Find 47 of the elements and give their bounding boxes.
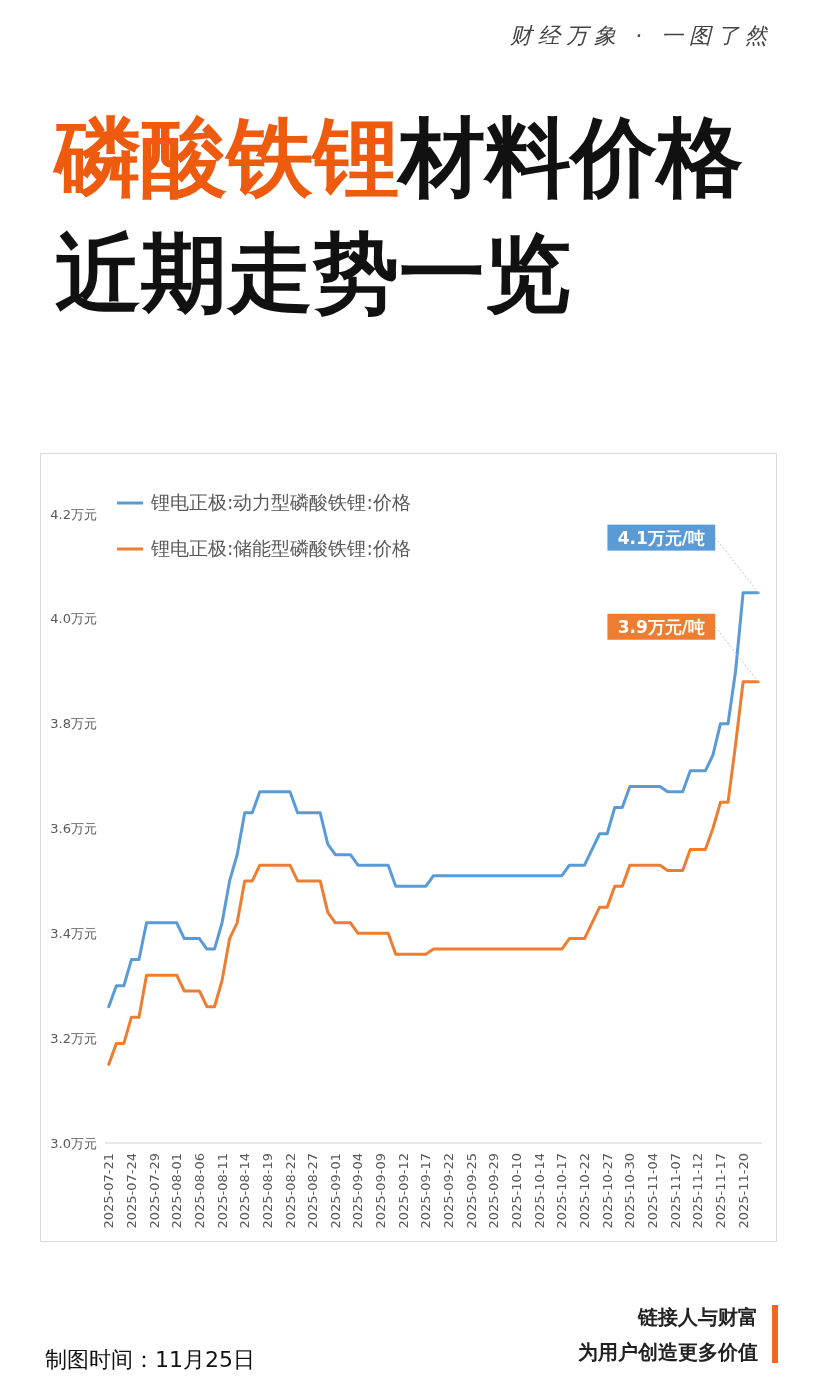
y-tick-label: 3.2万元 <box>50 1030 97 1046</box>
x-tick-label: 2025-09-25 <box>463 1153 479 1229</box>
chart-title: 磷酸铁锂材料价格近期走势一览 <box>55 106 744 325</box>
x-tick-label: 2025-10-30 <box>622 1153 638 1229</box>
x-tick-label: 2025-08-27 <box>305 1153 321 1229</box>
x-tick-label: 2025-07-24 <box>123 1153 139 1229</box>
x-tick-label: 2025-09-12 <box>395 1153 411 1229</box>
x-tick-label: 2025-07-29 <box>146 1153 162 1229</box>
x-tick-label: 2025-08-01 <box>169 1153 185 1229</box>
y-tick-label: 4.2万元 <box>50 506 97 522</box>
x-tick-label: 2025-08-11 <box>214 1153 230 1229</box>
x-tick-label: 2025-09-17 <box>418 1153 434 1229</box>
line-series <box>107 591 760 1009</box>
x-tick-label: 2025-11-12 <box>690 1153 706 1229</box>
text: 链接人与财富 <box>638 1304 758 1331</box>
text: 财经万象 · 一图了然 <box>510 22 773 50</box>
data-label: 4.1万元/吨 <box>617 527 705 548</box>
y-tick-label: 3.8万元 <box>50 716 97 732</box>
x-tick-label: 2025-08-19 <box>259 1153 275 1229</box>
x-tick-label: 2025-11-07 <box>667 1153 683 1229</box>
text: 制图时间：11月25日 <box>45 1346 255 1374</box>
x-tick-label: 2025-11-17 <box>712 1153 728 1229</box>
x-tick-label: 2025-10-10 <box>509 1153 525 1229</box>
x-tick-label: 2025-11-04 <box>645 1153 660 1229</box>
x-tick-label: 2025-10-27 <box>599 1153 615 1229</box>
legend-label: 锂电正极:储能型磷酸铁锂:价格 <box>151 536 411 561</box>
y-tick-label: 3.4万元 <box>50 925 97 941</box>
x-tick-label: 2025-09-01 <box>327 1153 343 1229</box>
x-tick-label: 2025-11-20 <box>735 1153 751 1229</box>
x-tick-label: 2025-09-09 <box>373 1153 389 1229</box>
x-tick-label: 2025-09-04 <box>350 1153 366 1229</box>
x-tick-label: 2025-09-29 <box>486 1153 502 1229</box>
legend-label: 锂电正极:动力型磷酸铁锂:价格 <box>151 490 411 515</box>
text: 为用户创造更多价值 <box>578 1339 758 1366</box>
y-tick-label: 3.6万元 <box>50 821 97 837</box>
x-tick-label: 2025-08-22 <box>282 1153 298 1229</box>
line-series <box>107 680 760 1066</box>
x-tick-label: 2025-10-14 <box>531 1153 547 1229</box>
y-tick-label: 4.0万元 <box>50 611 97 627</box>
x-tick-label: 2025-09-22 <box>441 1153 457 1229</box>
y-tick-label: 3.0万元 <box>50 1135 97 1151</box>
x-tick-label: 2025-10-22 <box>577 1153 593 1229</box>
x-tick-label: 2025-10-17 <box>554 1153 570 1229</box>
x-tick-label: 2025-08-06 <box>191 1153 207 1229</box>
x-tick-label: 2025-08-14 <box>237 1153 253 1229</box>
data-label: 3.9万元/吨 <box>617 616 705 637</box>
x-tick-label: 2025-07-21 <box>101 1153 117 1229</box>
